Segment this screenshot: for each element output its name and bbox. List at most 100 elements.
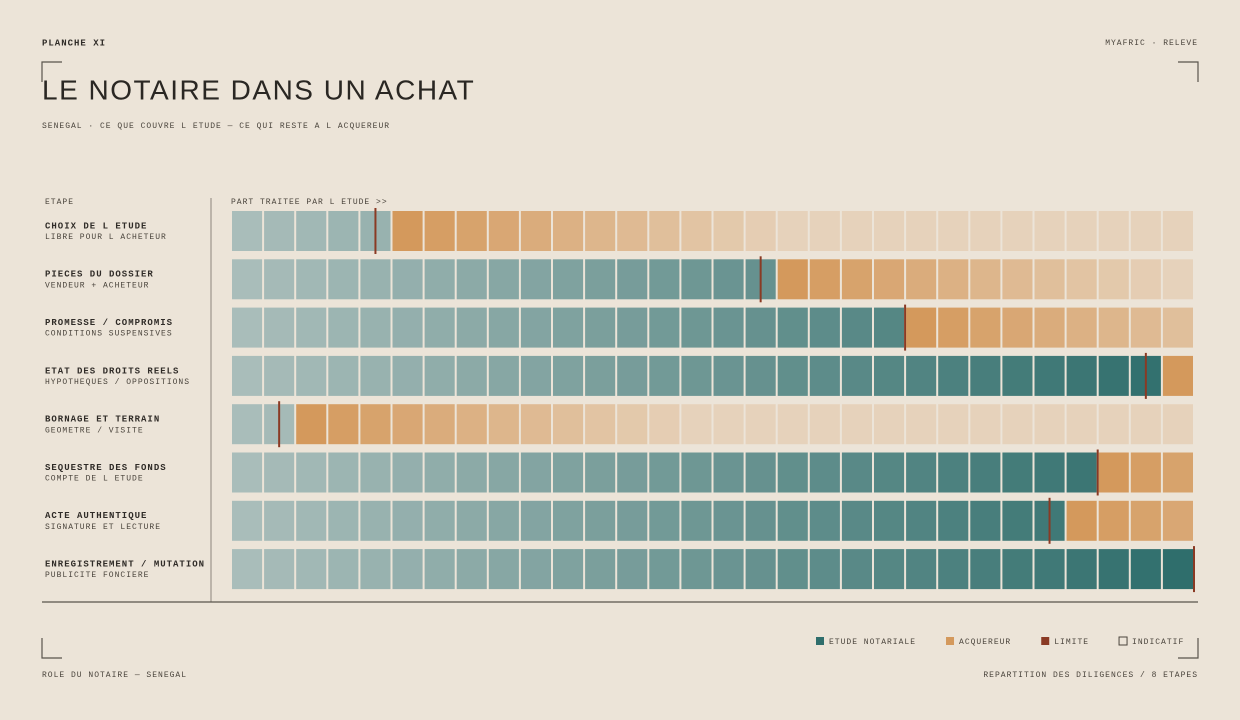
cell bbox=[296, 355, 327, 396]
footer-left: ROLE DU NOTAIRE — SENEGAL bbox=[42, 671, 187, 680]
row-note: HYPOTHEQUES / OPPOSITIONS bbox=[45, 378, 190, 387]
cell bbox=[520, 259, 551, 300]
cell bbox=[938, 211, 969, 251]
cell bbox=[841, 549, 872, 590]
cell bbox=[713, 500, 744, 541]
cell bbox=[1130, 452, 1161, 493]
cell bbox=[424, 500, 455, 541]
cell bbox=[1034, 452, 1065, 493]
cell bbox=[232, 259, 263, 300]
row-note: PUBLICITE FONCIERE bbox=[45, 571, 149, 580]
cell bbox=[745, 404, 776, 445]
cell bbox=[777, 259, 808, 300]
cell bbox=[681, 452, 712, 493]
cell bbox=[617, 259, 648, 300]
cell bbox=[424, 404, 455, 445]
cell bbox=[841, 307, 872, 348]
cell bbox=[1130, 404, 1161, 445]
cell bbox=[232, 355, 263, 396]
cell bbox=[360, 500, 391, 541]
cell bbox=[649, 500, 680, 541]
cell bbox=[488, 452, 519, 493]
cell bbox=[649, 211, 680, 251]
cell bbox=[424, 211, 455, 251]
cell bbox=[617, 549, 648, 590]
cell bbox=[874, 404, 905, 445]
cell bbox=[713, 355, 744, 396]
cell bbox=[1098, 452, 1129, 493]
cell bbox=[585, 404, 616, 445]
cell bbox=[392, 259, 423, 300]
footer-right: REPARTITION DES DILIGENCES / 8 ETAPES bbox=[983, 671, 1198, 680]
cell bbox=[296, 259, 327, 300]
cell bbox=[1034, 404, 1065, 445]
cell bbox=[970, 500, 1001, 541]
cell bbox=[553, 259, 584, 300]
cell bbox=[456, 211, 487, 251]
cell bbox=[1066, 404, 1097, 445]
cell bbox=[585, 259, 616, 300]
cell bbox=[777, 549, 808, 590]
corner bbox=[41, 61, 62, 82]
cell bbox=[1034, 307, 1065, 348]
cell bbox=[456, 355, 487, 396]
cell bbox=[938, 259, 969, 300]
cell bbox=[649, 549, 680, 590]
cell bbox=[1002, 404, 1033, 445]
cell bbox=[360, 259, 391, 300]
cell bbox=[681, 259, 712, 300]
legend-swatch bbox=[946, 637, 955, 645]
cell bbox=[713, 452, 744, 493]
cell bbox=[488, 259, 519, 300]
cell bbox=[392, 211, 423, 251]
cell bbox=[585, 355, 616, 396]
cell bbox=[970, 549, 1001, 590]
cell bbox=[488, 355, 519, 396]
cell bbox=[777, 500, 808, 541]
cell bbox=[874, 307, 905, 348]
cell bbox=[970, 404, 1001, 445]
cell bbox=[328, 404, 359, 445]
row-name: ENREGISTREMENT / MUTATION bbox=[45, 559, 205, 569]
cell bbox=[1162, 500, 1193, 541]
cell bbox=[585, 211, 616, 251]
cell bbox=[585, 500, 616, 541]
cell bbox=[1002, 259, 1033, 300]
cell bbox=[777, 404, 808, 445]
cell bbox=[585, 549, 616, 590]
cell bbox=[841, 211, 872, 251]
cell bbox=[424, 549, 455, 590]
cell bbox=[841, 404, 872, 445]
cell bbox=[1066, 452, 1097, 493]
cell bbox=[1162, 404, 1193, 445]
cell bbox=[649, 404, 680, 445]
cell bbox=[585, 307, 616, 348]
cell bbox=[1162, 452, 1193, 493]
cell bbox=[874, 500, 905, 541]
cell bbox=[1034, 549, 1065, 590]
cell bbox=[970, 211, 1001, 251]
cell bbox=[296, 500, 327, 541]
cell bbox=[970, 452, 1001, 493]
cell bbox=[649, 307, 680, 348]
cell bbox=[553, 404, 584, 445]
cell bbox=[360, 452, 391, 493]
chart-title: LE NOTAIRE DANS UN ACHAT bbox=[42, 74, 475, 105]
cell bbox=[392, 404, 423, 445]
cell bbox=[777, 307, 808, 348]
cell bbox=[906, 307, 937, 348]
cell bbox=[777, 452, 808, 493]
cell bbox=[232, 549, 263, 590]
cell bbox=[328, 259, 359, 300]
legend-swatch bbox=[1118, 636, 1128, 646]
cell bbox=[360, 549, 391, 590]
cell bbox=[488, 500, 519, 541]
cell bbox=[970, 259, 1001, 300]
cell bbox=[1130, 259, 1161, 300]
cell bbox=[809, 500, 840, 541]
cell bbox=[745, 355, 776, 396]
cell bbox=[906, 404, 937, 445]
cell bbox=[456, 404, 487, 445]
cell bbox=[1034, 259, 1065, 300]
